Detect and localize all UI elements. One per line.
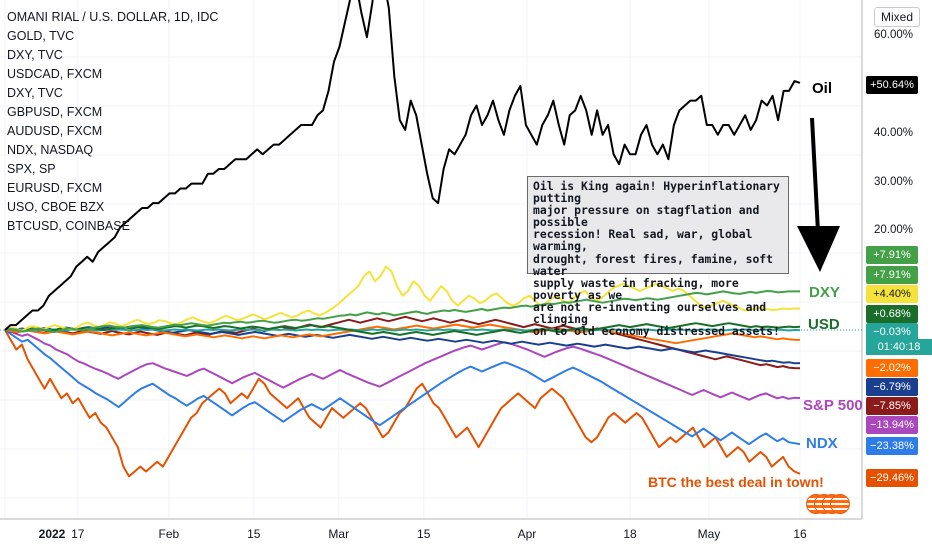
y-tick-label: 20.00% bbox=[874, 224, 914, 236]
x-tick-label: May bbox=[697, 527, 721, 541]
arrow-head-icon bbox=[797, 226, 840, 272]
last-value-badge: −0.03% bbox=[866, 323, 918, 341]
legend-item[interactable]: USDCAD, FXCM bbox=[7, 67, 103, 81]
note-line: supply waste in fracking, more poverty a… bbox=[533, 275, 739, 302]
note-line: are not re-inventing ourselves and cling… bbox=[533, 299, 767, 327]
last-value-badge: +0.68% bbox=[866, 305, 918, 323]
series-line-eurusd bbox=[4, 323, 801, 345]
arrow-shaft bbox=[810, 117, 820, 233]
label-ndx: NDX bbox=[806, 435, 838, 452]
series-line-ndx bbox=[4, 329, 801, 446]
last-value-badge: −23.38% bbox=[866, 437, 918, 455]
note-line: drought, forest fires, famine, soft wate… bbox=[533, 251, 774, 278]
last-value-badge: −13.94% bbox=[866, 416, 918, 434]
series-line-uso bbox=[4, 328, 801, 332]
legend-item[interactable]: USO, CBOE BZX bbox=[7, 200, 105, 214]
y-tick-label: 30.00% bbox=[874, 176, 914, 188]
legend-item[interactable]: GBPUSD, FXCM bbox=[7, 105, 103, 119]
legend-item[interactable]: DXY, TVC bbox=[7, 86, 63, 100]
label-dxy: DXY bbox=[809, 284, 840, 301]
series-line-audusd bbox=[4, 315, 801, 370]
chart-legend: OMANI RIAL / U.S. DOLLAR, 1D, IDC GOLD, … bbox=[7, 8, 218, 236]
note-line: on to old economy distressed assets! bbox=[533, 324, 780, 339]
legend-item[interactable]: AUDUSD, FXCM bbox=[7, 124, 103, 138]
x-tick-label: 18 bbox=[623, 527, 637, 541]
series-line-dxy bbox=[4, 290, 800, 333]
label-oil: Oil bbox=[812, 80, 833, 97]
series-line-oil bbox=[4, 0, 801, 331]
note-line: major pressure on stagflation and possib… bbox=[533, 203, 760, 230]
legend-item[interactable]: NDX, NASDAQ bbox=[7, 143, 94, 157]
note-line: recession! Real sad, war, global warming… bbox=[533, 227, 753, 254]
last-value-badge: −29.46% bbox=[866, 469, 918, 487]
x-tick-label: 15 bbox=[247, 527, 261, 541]
last-value-badge: +7.91% bbox=[866, 246, 918, 264]
x-tick-label: 15 bbox=[417, 527, 431, 541]
label-sp500: S&P 500 bbox=[803, 397, 863, 414]
scale-mode-button[interactable]: Mixed bbox=[874, 7, 920, 27]
x-tick-label: 17 bbox=[71, 527, 85, 541]
event-markers[interactable] bbox=[806, 493, 852, 515]
y-tick-label: 60.00% bbox=[874, 29, 914, 41]
legend-item[interactable]: SPX, SP bbox=[7, 162, 56, 176]
last-value-badge: +4.40% bbox=[866, 285, 918, 303]
event-flag-icon[interactable] bbox=[830, 494, 850, 514]
x-tick-label: 2022 bbox=[38, 527, 66, 541]
series-line-s-p-500 bbox=[4, 329, 801, 401]
x-tick-label: 16 bbox=[793, 527, 807, 541]
legend-item[interactable]: BTCUSD, COINBASE bbox=[7, 219, 130, 233]
x-tick-label: Feb bbox=[158, 527, 180, 541]
legend-item[interactable]: DXY, TVC bbox=[7, 48, 63, 62]
last-value-badge: +50.64% bbox=[866, 76, 918, 94]
series-line-usdcad bbox=[4, 265, 800, 332]
note-line: Oil is King again! Hyperinflationary put… bbox=[533, 179, 780, 206]
last-value-badge: −7.85% bbox=[866, 397, 918, 415]
legend-item[interactable]: GOLD, TVC bbox=[7, 29, 75, 43]
last-value-badge: −6.79% bbox=[866, 378, 918, 396]
chart-title: OMANI RIAL / U.S. DOLLAR, 1D, IDC bbox=[7, 10, 219, 24]
last-value-badge: +7.91% bbox=[866, 266, 918, 284]
series-line-usd bbox=[4, 322, 801, 336]
countdown-badge: 01:40:18 bbox=[866, 339, 932, 355]
annotation-note: Oil is King again! Hyperinflationary put… bbox=[527, 176, 789, 337]
legend-item[interactable]: EURUSD, FXCM bbox=[7, 181, 103, 195]
x-tick-label: Mar bbox=[328, 527, 350, 541]
x-tick-label: Apr bbox=[517, 527, 537, 541]
label-usd: USD bbox=[808, 316, 840, 333]
y-tick-label: 40.00% bbox=[874, 127, 914, 139]
last-value-badge: −2.02% bbox=[866, 359, 918, 377]
label-btc: BTC the best deal in town! bbox=[648, 474, 824, 490]
